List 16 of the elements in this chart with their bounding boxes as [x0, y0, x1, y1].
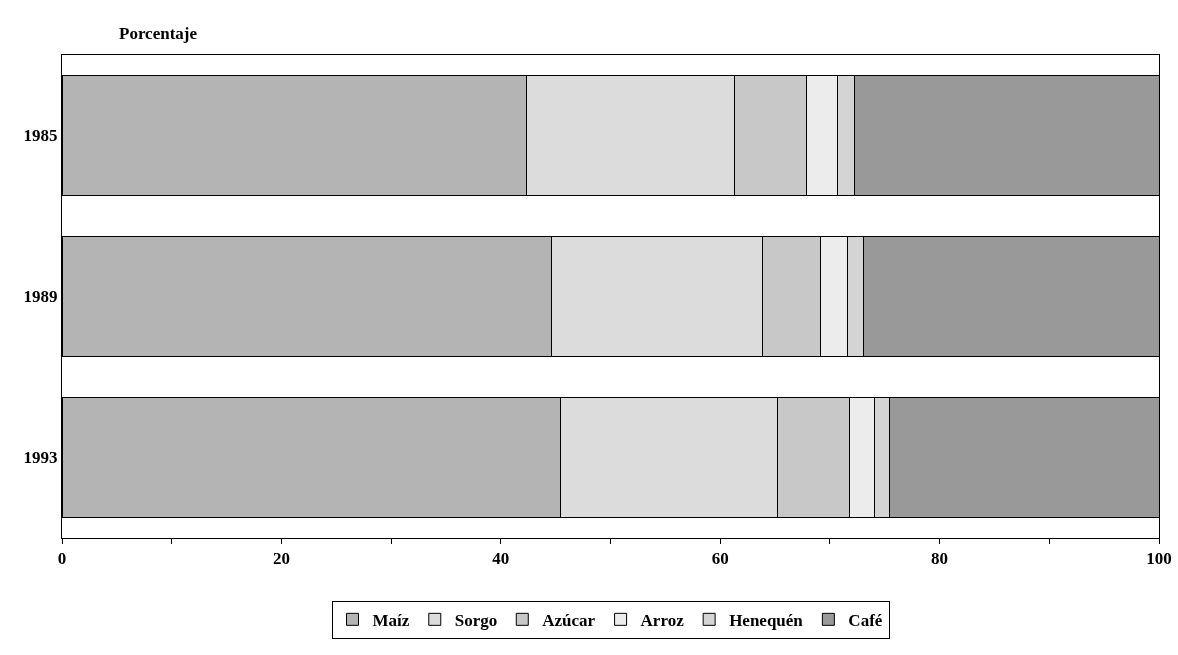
legend-label: Maíz — [372, 610, 410, 630]
y-tick-label: 1985 — [23, 126, 58, 146]
x-tick-label: 100 — [1146, 549, 1172, 569]
legend-label: Azúcar — [542, 610, 596, 630]
legend-label: Arroz — [640, 610, 685, 630]
x-tick-label: 20 — [272, 549, 290, 569]
y-tick-label: 1989 — [23, 287, 58, 307]
y-tick-label: 1993 — [23, 448, 58, 468]
legend-label: Sorgo — [454, 610, 498, 630]
legend-label: Henequén — [729, 610, 804, 630]
x-tick-label: 40 — [492, 549, 510, 569]
x-axis-title: Porcentaje — [119, 24, 198, 43]
legend-label: Café — [848, 610, 883, 630]
x-tick-label: 0 — [57, 549, 67, 569]
x-tick-label: 80 — [931, 549, 949, 569]
x-tick-label: 60 — [711, 549, 729, 569]
